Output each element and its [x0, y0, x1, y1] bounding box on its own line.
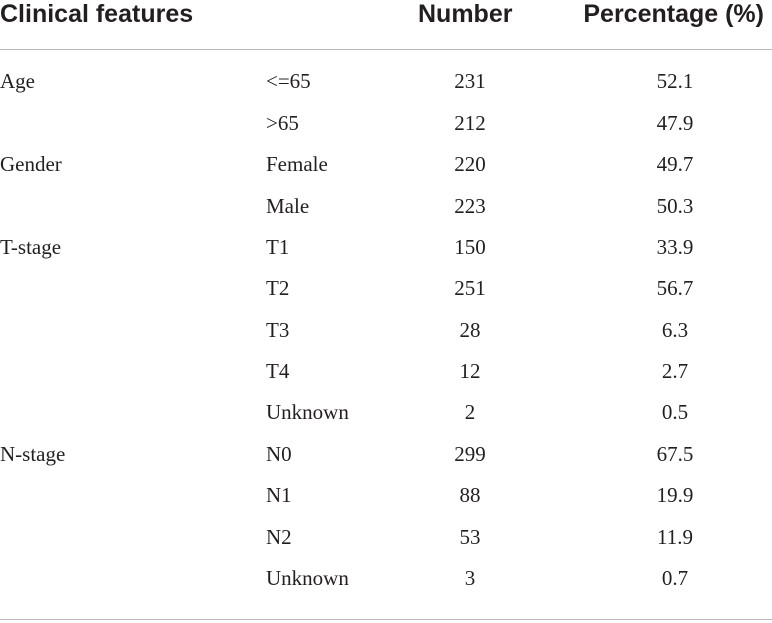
table-row: Male 223 50.3: [0, 194, 772, 235]
cell-category: T2: [266, 276, 290, 300]
header-number: Number: [418, 0, 513, 28]
cell-number: 299: [454, 442, 486, 466]
cell-category: T1: [266, 235, 290, 259]
table-row: T3 28 6.3: [0, 318, 772, 359]
cell-feature: Gender: [0, 152, 62, 176]
cell-percentage: 56.7: [656, 276, 694, 300]
cell-number: 220: [454, 152, 486, 176]
table-row: T4 12 2.7: [0, 359, 772, 400]
cell-percentage: 50.3: [656, 194, 694, 218]
cell-category: N0: [266, 442, 292, 466]
header-percentage: Percentage (%): [583, 0, 764, 28]
cell-number: 88: [459, 483, 481, 507]
cell-number: 28: [459, 318, 481, 342]
cell-category: T4: [266, 359, 290, 383]
cell-number: 2: [464, 400, 476, 424]
cell-percentage: 2.7: [661, 359, 689, 383]
cell-category: N1: [266, 483, 292, 507]
cell-number: 150: [454, 235, 486, 259]
header-clinical-features: Clinical features: [0, 0, 194, 28]
cell-percentage: 33.9: [656, 235, 694, 259]
cell-percentage: 67.5: [656, 442, 694, 466]
cell-number: 12: [459, 359, 481, 383]
table-row: N-stage N0 299 67.5: [0, 442, 772, 483]
cell-category: <=65: [266, 69, 311, 93]
cell-percentage: 11.9: [657, 525, 693, 549]
table-header: Clinical features Number Percentage (%): [0, 0, 772, 50]
table-row: T-stage T1 150 33.9: [0, 235, 772, 276]
cell-category: Female: [266, 152, 328, 176]
table-row: Gender Female 220 49.7: [0, 152, 772, 193]
cell-percentage: 49.7: [656, 152, 694, 176]
table-row: Unknown 2 0.5: [0, 400, 772, 441]
table-row: N1 88 19.9: [0, 483, 772, 524]
table-row: Age <=65 231 52.1: [0, 69, 772, 110]
header-divider: [0, 49, 772, 50]
table-row: T2 251 56.7: [0, 276, 772, 317]
cell-feature: T-stage: [0, 235, 62, 259]
cell-percentage: 6.3: [661, 318, 689, 342]
cell-number: 223: [454, 194, 486, 218]
table-bottom-rule: [0, 619, 772, 620]
cell-category: N2: [266, 525, 292, 549]
table-row: Unknown 3 0.7: [0, 566, 772, 607]
cell-category: Unknown: [266, 400, 349, 424]
cell-number: 212: [454, 111, 486, 135]
cell-category: T3: [266, 318, 290, 342]
table-row: N2 53 11.9: [0, 525, 772, 566]
cell-category: >65: [266, 111, 299, 135]
table-row: >65 212 47.9: [0, 111, 772, 152]
cell-percentage: 52.1: [656, 69, 694, 93]
cell-category: Unknown: [266, 566, 349, 590]
cell-number: 3: [464, 566, 476, 590]
cell-category: Male: [266, 194, 310, 218]
cell-percentage: 47.9: [656, 111, 694, 135]
cell-percentage: 0.7: [661, 566, 689, 590]
cell-percentage: 19.9: [656, 483, 694, 507]
cell-percentage: 0.5: [661, 400, 689, 424]
cell-number: 53: [459, 525, 481, 549]
cell-feature: Age: [0, 69, 35, 93]
cell-number: 231: [454, 69, 486, 93]
cell-feature: N-stage: [0, 442, 66, 466]
cell-number: 251: [454, 276, 486, 300]
